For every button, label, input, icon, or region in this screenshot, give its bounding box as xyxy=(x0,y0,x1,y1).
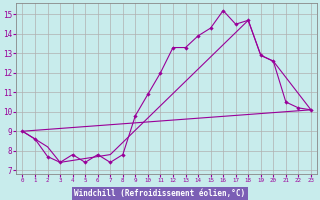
Text: Windchill (Refroidissement éolien,°C): Windchill (Refroidissement éolien,°C) xyxy=(75,189,245,198)
X-axis label: Windchill (Refroidissement éolien,°C): Windchill (Refroidissement éolien,°C) xyxy=(0,199,1,200)
